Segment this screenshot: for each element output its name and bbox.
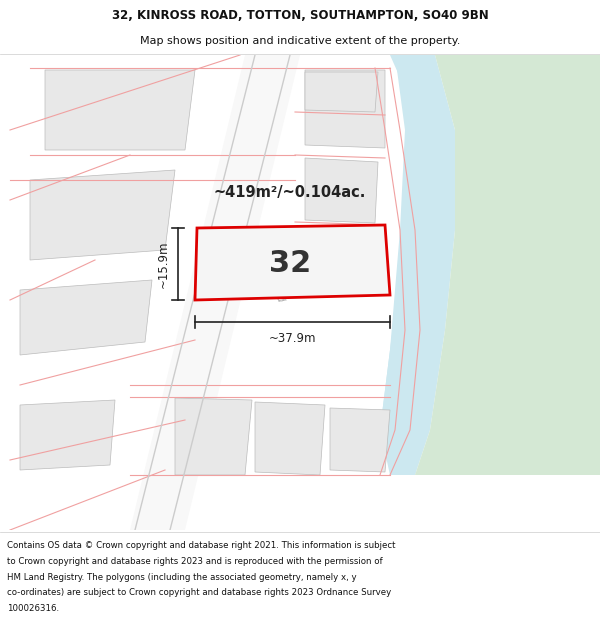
Polygon shape <box>305 70 385 148</box>
Text: 32: 32 <box>269 249 311 278</box>
Polygon shape <box>20 280 152 355</box>
Polygon shape <box>330 408 390 472</box>
Text: Map shows position and indicative extent of the property.: Map shows position and indicative extent… <box>140 36 460 46</box>
Text: to Crown copyright and database rights 2023 and is reproduced with the permissio: to Crown copyright and database rights 2… <box>7 557 383 566</box>
Text: 32, KINROSS ROAD, TOTTON, SOUTHAMPTON, SO40 9BN: 32, KINROSS ROAD, TOTTON, SOUTHAMPTON, S… <box>112 9 488 22</box>
Polygon shape <box>30 170 175 260</box>
Text: Contains OS data © Crown copyright and database right 2021. This information is : Contains OS data © Crown copyright and d… <box>7 541 396 551</box>
Polygon shape <box>305 72 378 112</box>
Polygon shape <box>195 225 390 300</box>
Polygon shape <box>45 70 195 150</box>
Polygon shape <box>415 55 600 475</box>
Polygon shape <box>380 55 455 475</box>
Polygon shape <box>380 55 450 475</box>
Polygon shape <box>130 55 300 530</box>
Polygon shape <box>20 400 115 470</box>
Text: 100026316.: 100026316. <box>7 604 59 613</box>
Text: Kinross Road: Kinross Road <box>251 237 285 303</box>
Polygon shape <box>175 398 252 475</box>
Text: ~37.9m: ~37.9m <box>269 332 316 345</box>
Polygon shape <box>255 402 325 475</box>
Text: ~419m²/~0.104ac.: ~419m²/~0.104ac. <box>214 185 366 200</box>
Text: co-ordinates) are subject to Crown copyright and database rights 2023 Ordnance S: co-ordinates) are subject to Crown copyr… <box>7 588 391 598</box>
Text: ~15.9m: ~15.9m <box>157 240 170 288</box>
Text: HM Land Registry. The polygons (including the associated geometry, namely x, y: HM Land Registry. The polygons (includin… <box>7 572 357 582</box>
Polygon shape <box>305 158 378 223</box>
